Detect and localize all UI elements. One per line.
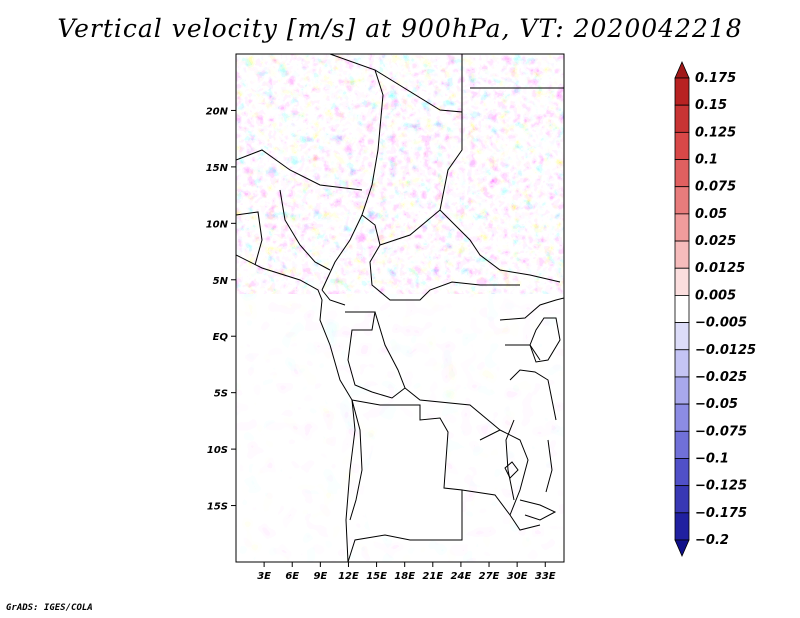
colorbar-label: 0.125 [695, 125, 736, 140]
colorbar-label: 0.1 [695, 153, 718, 168]
colorbar-bin [674, 295, 690, 323]
lat-tick-label: 10S [207, 445, 228, 456]
colorbar-label: 0.15 [695, 98, 727, 113]
colorbar-label: −0.125 [695, 479, 747, 494]
colorbar-bin [674, 539, 690, 557]
lon-tick-label: 33E [535, 571, 556, 582]
colorbar-label: −0.025 [695, 370, 747, 385]
lat-tick-label: 10N [206, 219, 229, 230]
colorbar-label: 0.0125 [695, 261, 745, 276]
colorbar-label: −0.175 [695, 506, 747, 521]
colorbar-bin [674, 403, 690, 432]
latitude-axis: 20N 15N 10N 5N EQ 5S 10S 15S [206, 106, 236, 513]
lon-tick-label: 21E [422, 571, 443, 582]
colorbar-bin [674, 131, 690, 160]
colorbar-label: −0.005 [695, 316, 747, 331]
colorbar-label: 0.005 [695, 288, 736, 303]
colorbar-bin [674, 159, 690, 188]
colorbar-bin [674, 512, 690, 541]
lon-tick-label: 12E [338, 571, 359, 582]
vertical-velocity-field [236, 54, 564, 562]
lon-tick-label: 30E [507, 571, 528, 582]
lat-tick-label: EQ [213, 332, 229, 343]
grads-credit: GrADS: IGES/COLA [6, 603, 93, 613]
colorbar-bin [674, 186, 690, 215]
colorbar-bin [674, 430, 690, 459]
lat-tick-label: 15S [207, 502, 228, 513]
map-frame [235, 53, 565, 563]
lon-tick-label: 9E [313, 571, 327, 582]
lat-tick-label: 5S [214, 389, 228, 400]
colorbar-label: −0.05 [695, 397, 738, 412]
lon-tick-label: 6E [285, 571, 299, 582]
lat-tick-label: 5N [213, 276, 229, 287]
lon-tick-label: 24E [451, 571, 472, 582]
colorbar-bin [674, 458, 690, 487]
colorbar-label: −0.2 [695, 533, 729, 548]
colorbar-label: −0.0125 [695, 343, 756, 358]
colorbar-bin [674, 104, 690, 133]
chart-title: Vertical velocity [m/s] at 900hPa, VT: 2… [57, 14, 743, 43]
colorbar-bin [674, 349, 690, 378]
masked-highland-area [362, 418, 462, 540]
colorbar-label: 0.025 [695, 234, 736, 249]
colorbar-label: 0.05 [695, 207, 727, 222]
colorbar-label: 0.075 [695, 180, 736, 195]
colorbar-bin [674, 485, 690, 514]
lon-tick-label: 27E [479, 571, 500, 582]
longitude-axis: 3E 6E 9E 12E 15E 18E 21E 24E 27E 30E 33E [257, 562, 556, 582]
lon-tick-label: 3E [257, 571, 271, 582]
colorbar-bin [674, 213, 690, 242]
colorbar-bin [674, 240, 690, 269]
political-borders [236, 54, 564, 562]
colorbar-bin [674, 376, 690, 405]
colorbar-bin [674, 61, 690, 79]
colorbar: 0.175 0.15 0.125 0.1 0.075 0.05 0.025 0.0125 0.0… [674, 61, 756, 557]
colorbar-label: −0.075 [695, 424, 747, 439]
colorbar-bin [674, 322, 690, 351]
lat-tick-label: 15N [206, 163, 229, 174]
lat-tick-label: 20N [206, 106, 229, 117]
colorbar-bin [674, 77, 690, 106]
colorbar-bin [674, 267, 690, 296]
colorbar-label: 0.175 [695, 71, 736, 86]
lon-tick-label: 18E [394, 571, 415, 582]
colorbar-label: −0.1 [695, 451, 729, 466]
lon-tick-label: 15E [366, 571, 387, 582]
